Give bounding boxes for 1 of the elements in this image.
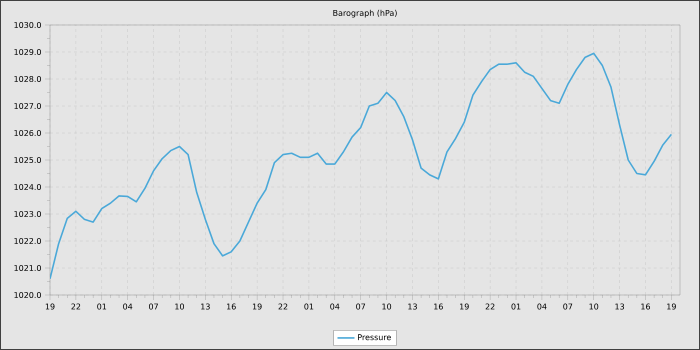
line-series bbox=[50, 52, 672, 280]
